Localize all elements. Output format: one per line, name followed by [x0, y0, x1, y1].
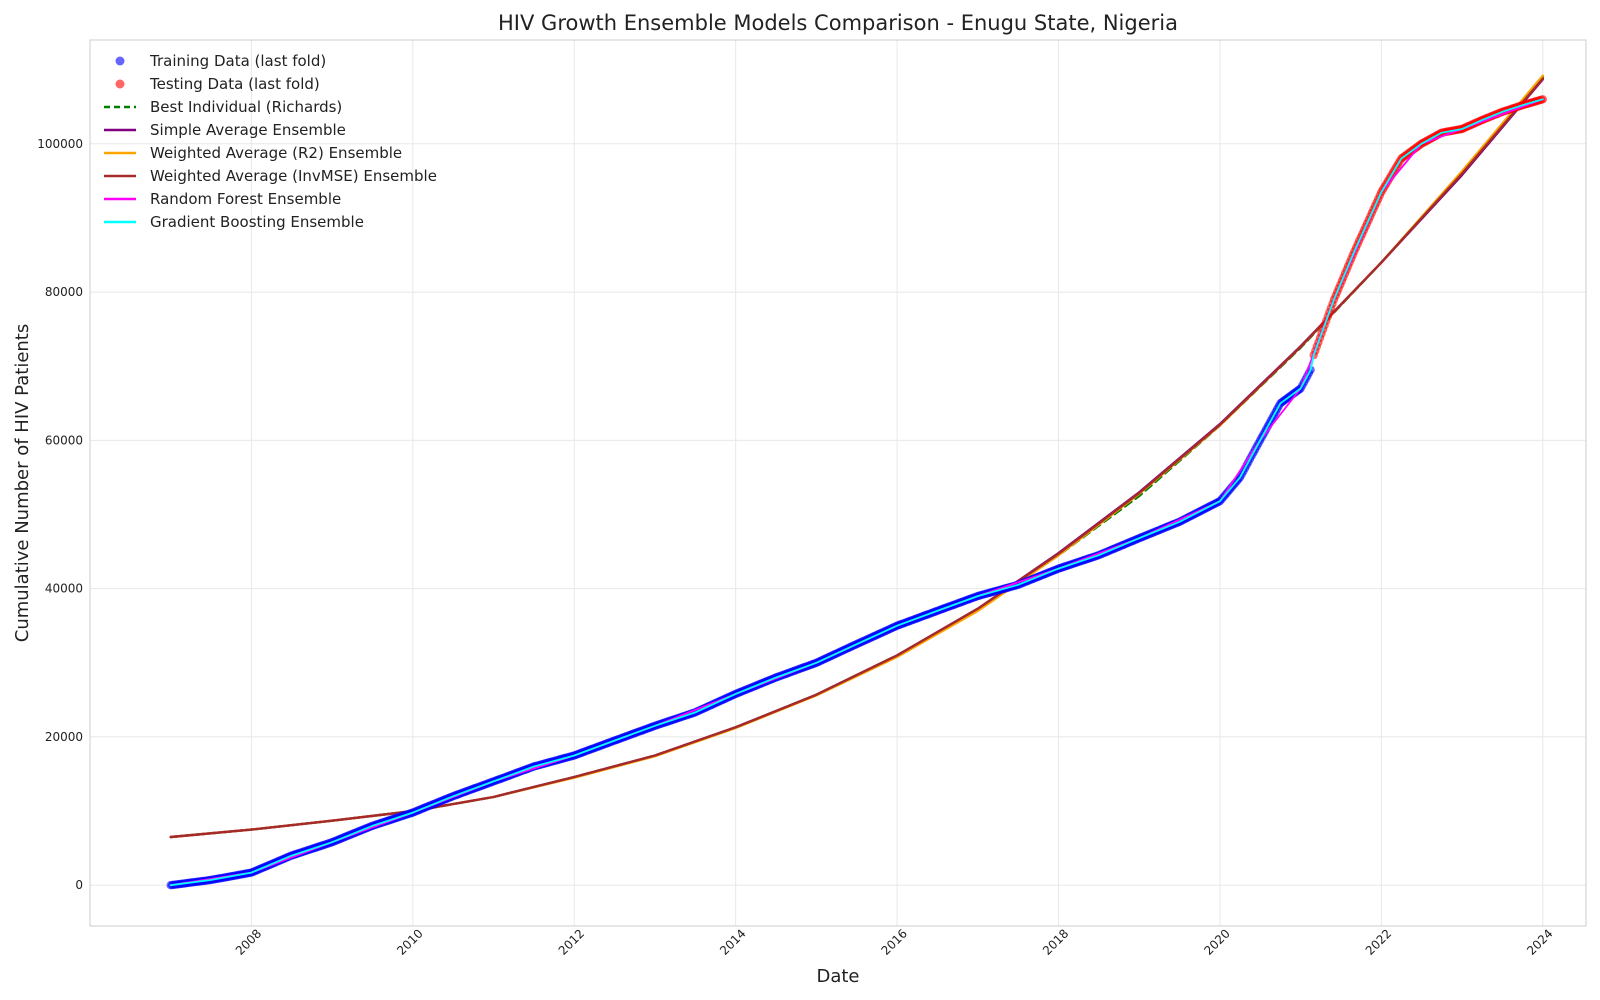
legend-label: Gradient Boosting Ensemble	[150, 213, 364, 231]
legend-marker	[115, 79, 125, 89]
y-tick-label: 20000	[45, 730, 83, 744]
legend-label: Weighted Average (R2) Ensemble	[150, 144, 402, 162]
y-tick-label: 0	[75, 878, 83, 892]
y-tick-label: 100000	[37, 137, 83, 151]
x-axis-label: Date	[816, 966, 859, 987]
legend-label: Random Forest Ensemble	[150, 190, 341, 208]
legend-marker	[115, 56, 125, 66]
legend-label: Testing Data (last fold)	[149, 75, 320, 93]
y-ticks: 0 20000 40000 60000 80000 100000	[37, 137, 83, 892]
chart-title: HIV Growth Ensemble Models Comparison - …	[498, 11, 1178, 35]
legend-label: Training Data (last fold)	[149, 52, 326, 70]
y-tick-label: 60000	[45, 433, 83, 447]
y-tick-label: 80000	[45, 285, 83, 299]
legend-label: Weighted Average (InvMSE) Ensemble	[150, 167, 437, 185]
y-axis-label: Cumulative Number of HIV Patients	[12, 324, 33, 643]
series-layer	[166, 74, 1548, 890]
legend: Training Data (last fold) Testing Data (l…	[104, 52, 437, 231]
legend-label: Best Individual (Richards)	[150, 98, 342, 116]
series-line	[169, 98, 1544, 887]
y-tick-label: 40000	[45, 582, 83, 596]
plot-frame	[89, 39, 1587, 927]
legend-label: Simple Average Ensemble	[150, 121, 346, 139]
